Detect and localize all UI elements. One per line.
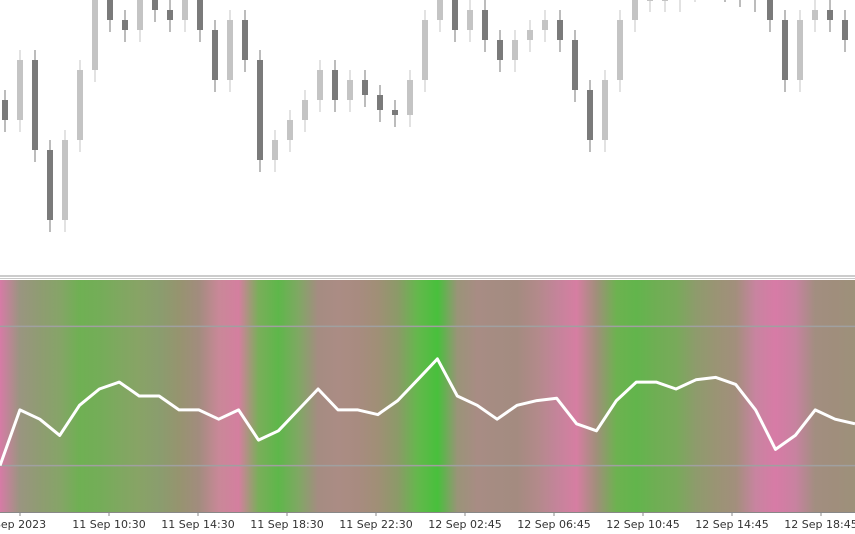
x-tick-label: 11 Sep 22:30	[339, 518, 412, 531]
candle-body	[632, 0, 638, 20]
candle-body	[602, 80, 608, 140]
candle-body	[467, 10, 473, 30]
candle-body	[152, 0, 158, 10]
candle-body	[332, 70, 338, 100]
candle-body	[557, 20, 563, 40]
indicator-line	[0, 357, 855, 467]
candle-body	[482, 10, 488, 40]
candle-body	[422, 20, 428, 80]
candle-body	[347, 80, 353, 100]
candle-body	[497, 40, 503, 60]
x-tick-label: 12 Sep 02:45	[428, 518, 501, 531]
candle-body	[437, 0, 443, 20]
candle-body	[377, 95, 383, 110]
candle-body	[242, 20, 248, 60]
candle-body	[812, 10, 818, 20]
candle-body	[287, 120, 293, 140]
candle-body	[647, 0, 653, 1]
candle-body	[512, 40, 518, 60]
candle-body	[272, 140, 278, 160]
candle-body	[227, 20, 233, 80]
candle-body	[542, 20, 548, 30]
price-pane	[2, 0, 848, 232]
candle-body	[587, 90, 593, 140]
candle-body	[842, 20, 848, 40]
x-tick-label: 12 Sep 14:45	[695, 518, 768, 531]
indicator-background	[0, 280, 855, 512]
candle-body	[452, 0, 458, 30]
candle-body	[617, 20, 623, 80]
candle-body	[662, 0, 668, 1]
candle-body	[212, 30, 218, 80]
candle-body	[32, 60, 38, 150]
candle-body	[2, 100, 8, 120]
x-tick-label: 11 Sep 10:30	[72, 518, 145, 531]
candle-body	[122, 20, 128, 30]
candle-body	[362, 80, 368, 95]
x-tick-label: 12 Sep 10:45	[606, 518, 679, 531]
candle-body	[572, 40, 578, 90]
indicator-pane	[0, 325, 855, 467]
x-tick-label: 11 Sep 14:30	[161, 518, 234, 531]
candle-body	[77, 70, 83, 140]
candle-body	[797, 20, 803, 80]
candle-body	[92, 0, 98, 70]
candle-body	[392, 110, 398, 115]
candle-body	[62, 140, 68, 220]
candle-body	[302, 100, 308, 120]
candle-body	[827, 10, 833, 20]
x-tick-label: 12 Sep 18:45	[784, 518, 855, 531]
candle-body	[197, 0, 203, 30]
candle-body	[182, 0, 188, 20]
candle-body	[107, 0, 113, 20]
candle-body	[167, 10, 173, 20]
candle-body	[137, 0, 143, 30]
candle-body	[317, 70, 323, 100]
candle-body	[17, 60, 23, 120]
candle-body	[407, 80, 413, 115]
candle-body	[767, 0, 773, 20]
candle-body	[782, 20, 788, 80]
candle-body	[47, 150, 53, 220]
x-tick-label: Sep 2023	[0, 518, 46, 531]
candle-body	[257, 60, 263, 160]
x-tick-label: 11 Sep 18:30	[250, 518, 323, 531]
candle-body	[527, 30, 533, 40]
x-tick-label: 12 Sep 06:45	[517, 518, 590, 531]
x-axis: Sep 2023 11 Sep 10:30 11 Sep 14:30 11 Sep 1…	[0, 512, 855, 531]
